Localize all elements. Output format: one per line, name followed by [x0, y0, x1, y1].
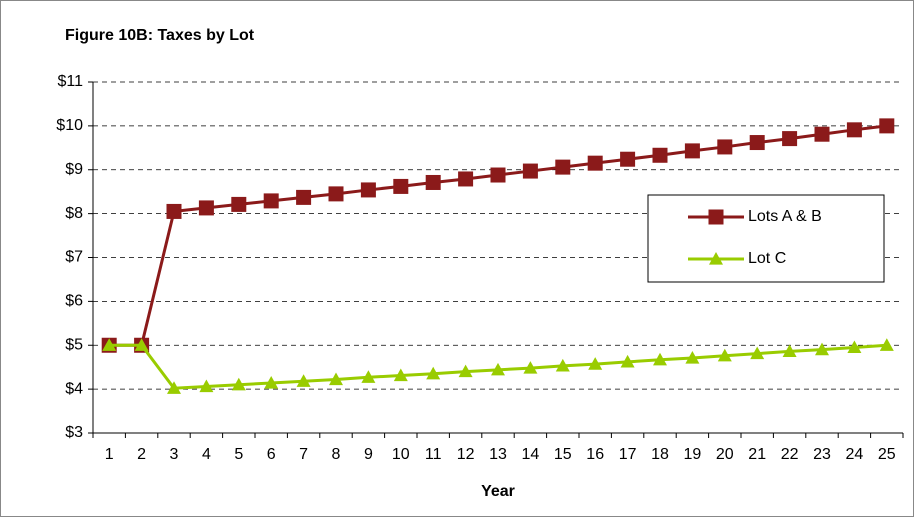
marker: [879, 118, 895, 134]
x-tick-label: 15: [554, 446, 572, 463]
marker: [782, 344, 797, 357]
marker: [263, 193, 279, 209]
marker: [360, 182, 376, 198]
marker: [587, 155, 603, 171]
x-tick-label: 16: [586, 446, 604, 463]
marker: [685, 350, 700, 364]
marker: [653, 352, 667, 366]
marker: [393, 178, 409, 194]
legend-label: Lot C: [748, 250, 786, 267]
marker: [709, 252, 723, 265]
marker: [296, 189, 312, 205]
marker: [620, 151, 636, 167]
marker: [490, 167, 506, 183]
marker: [134, 338, 149, 351]
y-tick-label: $9: [65, 161, 83, 178]
marker: [847, 340, 862, 354]
x-tick-label: 25: [878, 446, 896, 463]
x-tick-label: 5: [234, 446, 243, 463]
marker: [199, 379, 214, 393]
x-tick-label: 22: [781, 446, 799, 463]
x-tick-label: 12: [457, 446, 475, 463]
marker: [393, 368, 408, 382]
marker: [782, 131, 798, 147]
x-tick-label: 1: [105, 446, 114, 463]
marker: [458, 171, 474, 187]
marker: [815, 342, 829, 356]
marker: [491, 362, 505, 376]
y-tick-label: $7: [65, 249, 83, 266]
chart-title: Figure 10B: Taxes by Lot: [65, 27, 255, 44]
marker: [588, 357, 603, 370]
x-tick-label: 14: [522, 446, 540, 463]
marker: [102, 338, 117, 351]
x-tick-label: 21: [748, 446, 766, 463]
x-tick-label: 4: [202, 446, 211, 463]
marker: [750, 346, 765, 360]
marker: [328, 186, 344, 202]
marker: [361, 370, 376, 383]
marker: [684, 143, 700, 159]
x-tick-label: 3: [170, 446, 179, 463]
marker: [296, 374, 311, 387]
x-tick-label: 10: [392, 446, 410, 463]
x-tick-label: 11: [425, 446, 442, 463]
marker: [555, 159, 571, 175]
marker: [198, 200, 214, 216]
y-tick-label: $6: [65, 293, 83, 310]
marker: [523, 361, 538, 374]
y-tick-label: $4: [65, 380, 83, 397]
marker: [231, 377, 246, 391]
marker: [717, 139, 733, 155]
x-tick-label: 23: [813, 446, 831, 463]
x-tick-label: 2: [137, 446, 146, 463]
x-tick-label: 19: [684, 446, 702, 463]
marker: [717, 348, 732, 362]
x-tick-label: 18: [651, 446, 669, 463]
x-tick-label: 13: [489, 446, 507, 463]
marker: [167, 381, 181, 394]
marker: [846, 122, 862, 138]
marker: [555, 358, 570, 372]
x-tick-label: 8: [332, 446, 341, 463]
legend-label: Lots A & B: [748, 208, 822, 225]
marker: [708, 209, 724, 225]
y-tick-label: $3: [65, 424, 83, 441]
x-tick-label: 24: [846, 446, 864, 463]
y-tick-label: $8: [65, 205, 83, 222]
marker: [814, 126, 830, 142]
marker: [329, 372, 343, 386]
y-tick-label: $11: [57, 73, 83, 90]
marker: [264, 375, 279, 389]
marker: [231, 196, 247, 212]
marker: [522, 163, 538, 179]
marker: [749, 135, 765, 151]
marker: [458, 364, 473, 378]
x-tick-label: 17: [619, 446, 637, 463]
marker: [652, 147, 668, 163]
marker: [426, 366, 441, 380]
legend-box: [647, 194, 885, 283]
marker: [620, 354, 635, 368]
marker: [879, 338, 894, 351]
marker: [166, 203, 182, 219]
x-tick-label: 9: [364, 446, 373, 463]
marker: [425, 174, 441, 190]
y-tick-label: $5: [65, 336, 83, 353]
x-tick-label: 7: [299, 446, 308, 463]
x-tick-label: 6: [267, 446, 276, 463]
x-axis-label: Year: [481, 483, 515, 500]
x-tick-label: 20: [716, 446, 734, 463]
y-tick-label: $10: [56, 117, 83, 134]
